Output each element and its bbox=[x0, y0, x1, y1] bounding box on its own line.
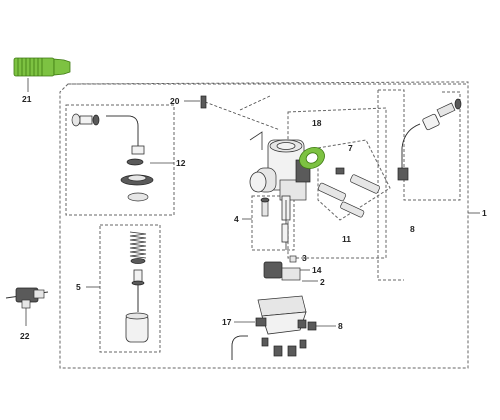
group-4-parts bbox=[260, 197, 289, 243]
green-gasket-part bbox=[299, 147, 325, 169]
frame-12 bbox=[65, 104, 175, 216]
callout-5: 5 bbox=[76, 282, 81, 292]
frame-8 bbox=[377, 89, 461, 281]
callout-8a: 8 bbox=[410, 224, 415, 234]
frame-11 bbox=[287, 107, 387, 259]
leader-dash-a bbox=[204, 101, 281, 131]
group-12-parts bbox=[71, 113, 154, 202]
callout-14: 14 bbox=[312, 265, 322, 275]
group-5-parts bbox=[125, 231, 149, 343]
callout-8b: 8 bbox=[338, 321, 343, 331]
callout-12: 12 bbox=[176, 158, 186, 168]
assembly-outline bbox=[59, 81, 469, 369]
frame-5 bbox=[99, 224, 161, 353]
float-assembly-part bbox=[263, 255, 301, 281]
clip-20-part bbox=[200, 95, 207, 109]
float-bowl-part bbox=[255, 295, 307, 335]
callout-22: 22 bbox=[20, 331, 30, 341]
frame-7 bbox=[317, 139, 391, 221]
group-8-parts bbox=[397, 98, 462, 181]
fuel-tap-part bbox=[5, 287, 49, 309]
callout-7: 7 bbox=[348, 143, 353, 153]
callout-1: 1 bbox=[482, 208, 487, 218]
callout-2: 2 bbox=[320, 277, 325, 287]
callout-4: 4 bbox=[234, 214, 239, 224]
callout-21: 21 bbox=[22, 94, 32, 104]
callout-3: 3 bbox=[302, 253, 307, 263]
green-adjuster-part bbox=[13, 57, 71, 77]
callout-17: 17 bbox=[222, 317, 232, 327]
callout-11: 11 bbox=[342, 234, 351, 244]
callout-18: 18 bbox=[312, 118, 322, 128]
carburetor-body bbox=[249, 131, 311, 250]
group-7-parts bbox=[317, 167, 380, 218]
drain-parts bbox=[231, 321, 317, 360]
callout-20: 20 bbox=[170, 96, 180, 106]
frame-4 bbox=[251, 195, 295, 251]
leader-dash-b bbox=[239, 95, 271, 111]
